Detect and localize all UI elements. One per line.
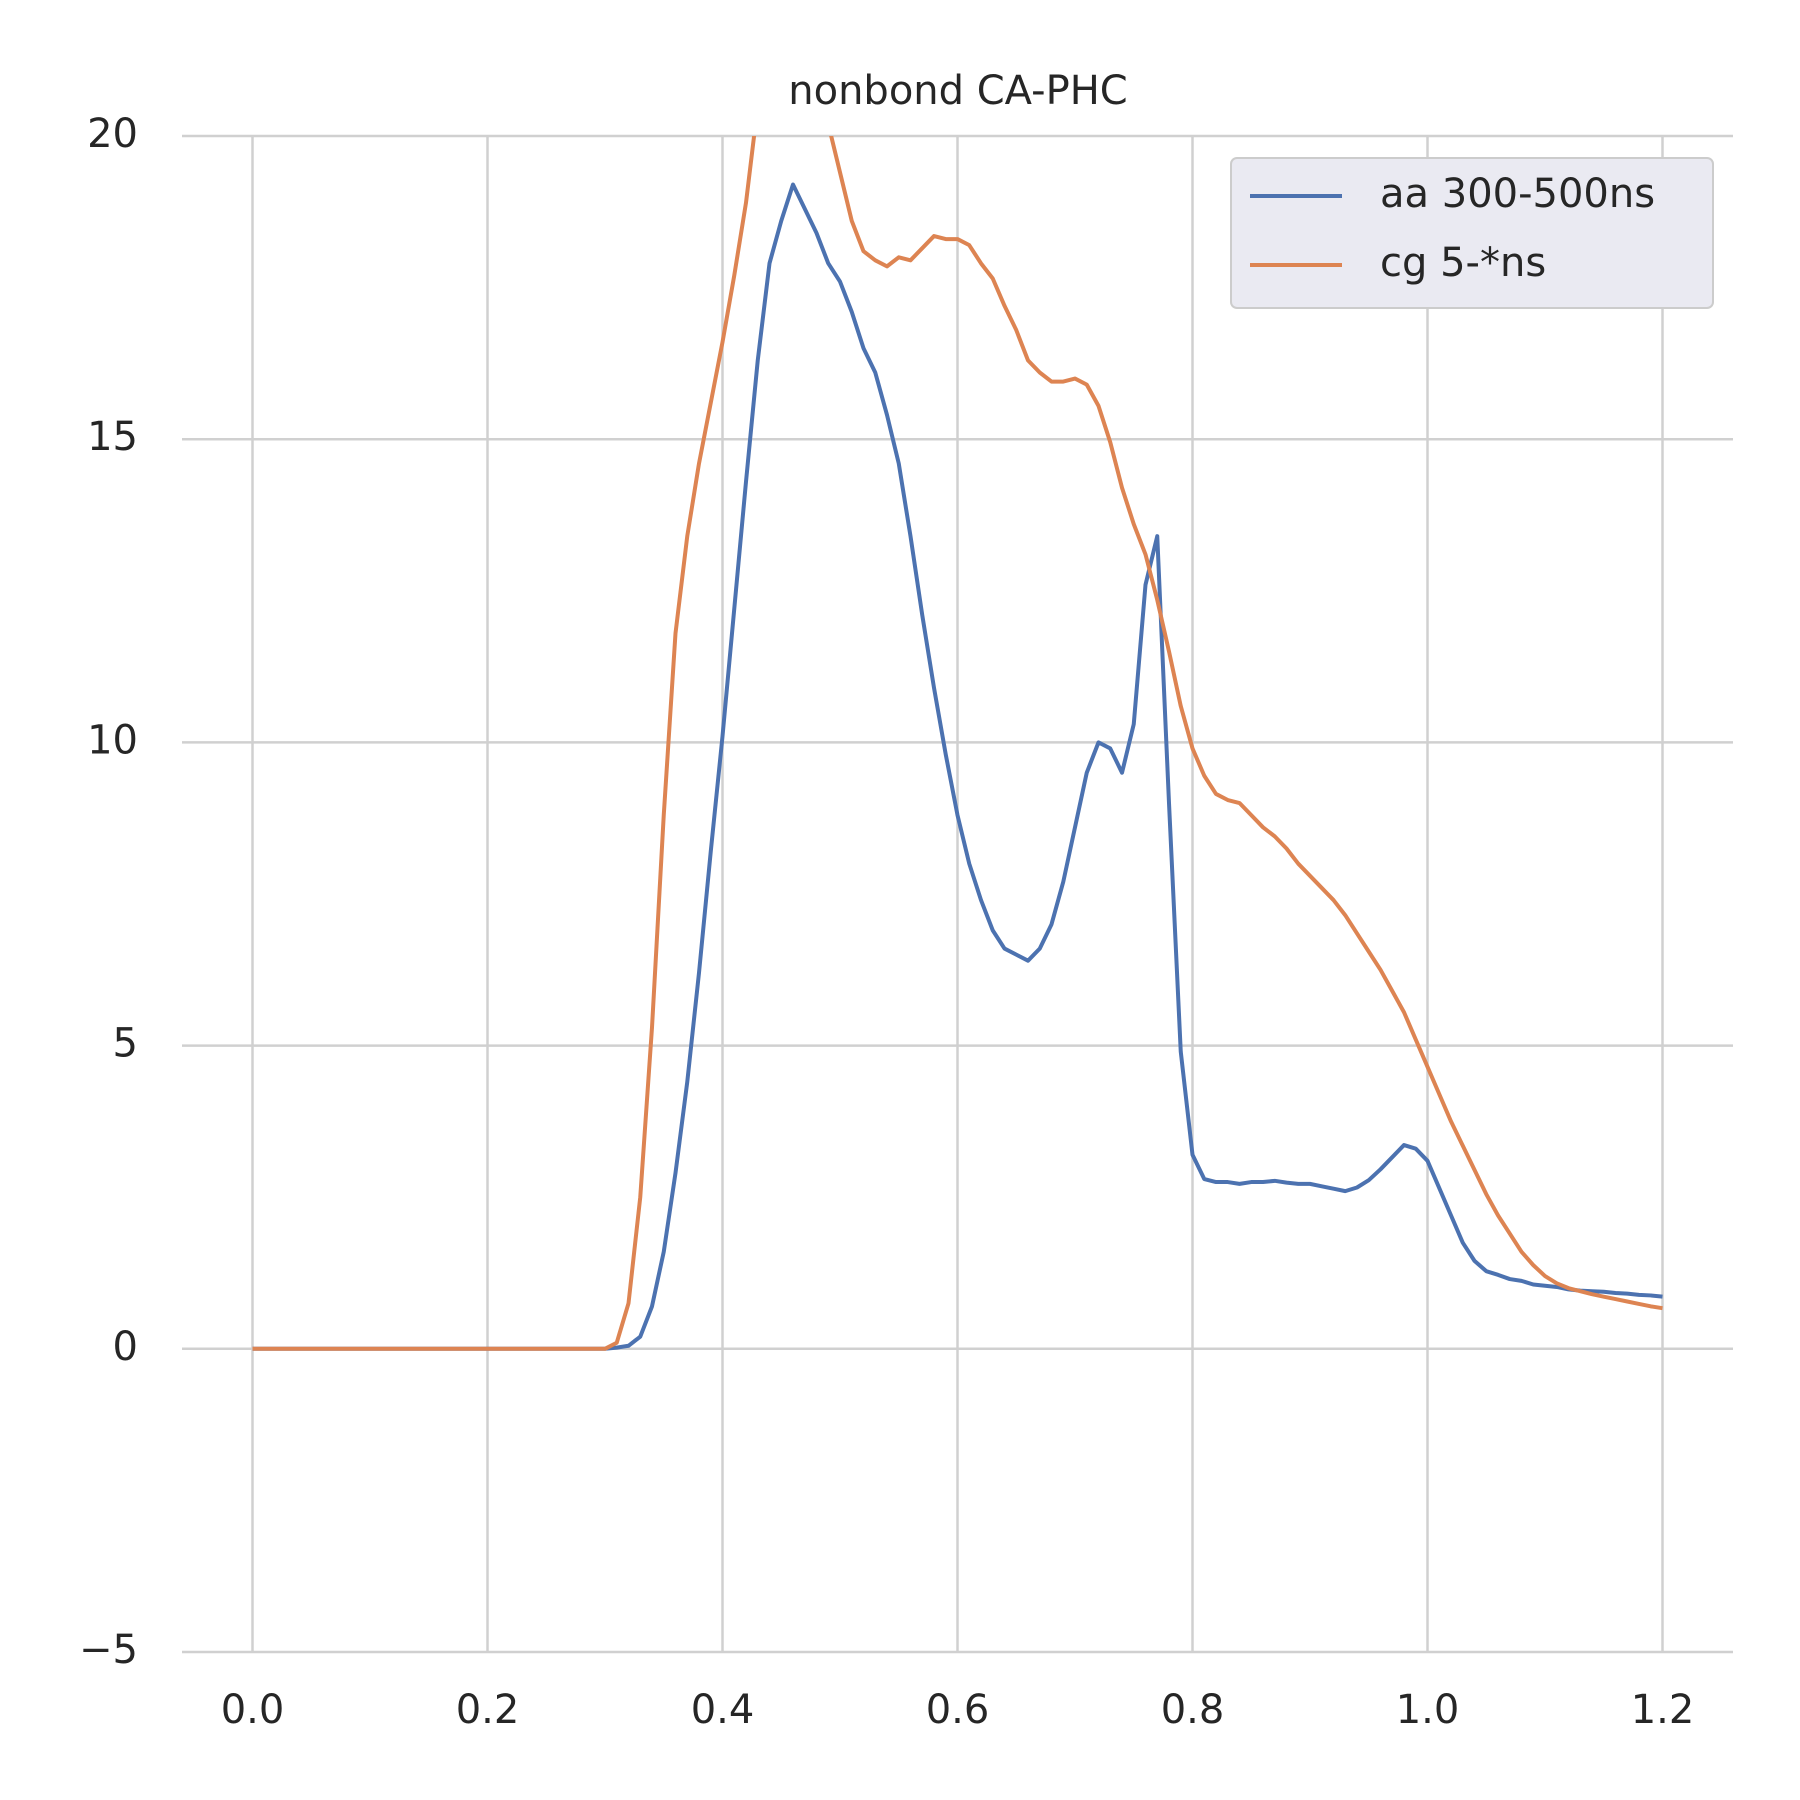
x-tick-label: 1.2 — [1631, 1687, 1695, 1733]
grid: 0.0 0.2 0.4 0.6 0.8 1.0 1.2 −5 0 5 10 15 20 — [79, 111, 1733, 1733]
legend: aa 300-500ns cg 5-*ns — [1230, 157, 1714, 309]
y-tick-label: −5 — [79, 1627, 138, 1673]
plot-area — [252, 136, 1663, 1351]
x-tick-label: 0.6 — [926, 1687, 990, 1733]
y-tick-label: 15 — [87, 414, 138, 460]
legend-label: cg 5-*ns — [1380, 240, 1546, 286]
y-tick-label: 10 — [87, 717, 138, 763]
x-tick-label: 0.8 — [1161, 1687, 1225, 1733]
legend-box — [1230, 157, 1714, 309]
x-tick-label: 0.0 — [221, 1687, 285, 1733]
y-tick-label: 20 — [87, 111, 138, 157]
y-tick-label: 0 — [113, 1324, 138, 1370]
chart-title: nonbond CA-PHC — [788, 68, 1127, 114]
x-tick-label: 0.2 — [456, 1687, 520, 1733]
y-tick-label: 5 — [113, 1021, 138, 1067]
x-tick-label: 0.4 — [691, 1687, 755, 1733]
series-line — [252, 136, 1663, 1351]
x-tick-label: 1.0 — [1396, 1687, 1460, 1733]
legend-label: aa 300-500ns — [1380, 171, 1655, 217]
